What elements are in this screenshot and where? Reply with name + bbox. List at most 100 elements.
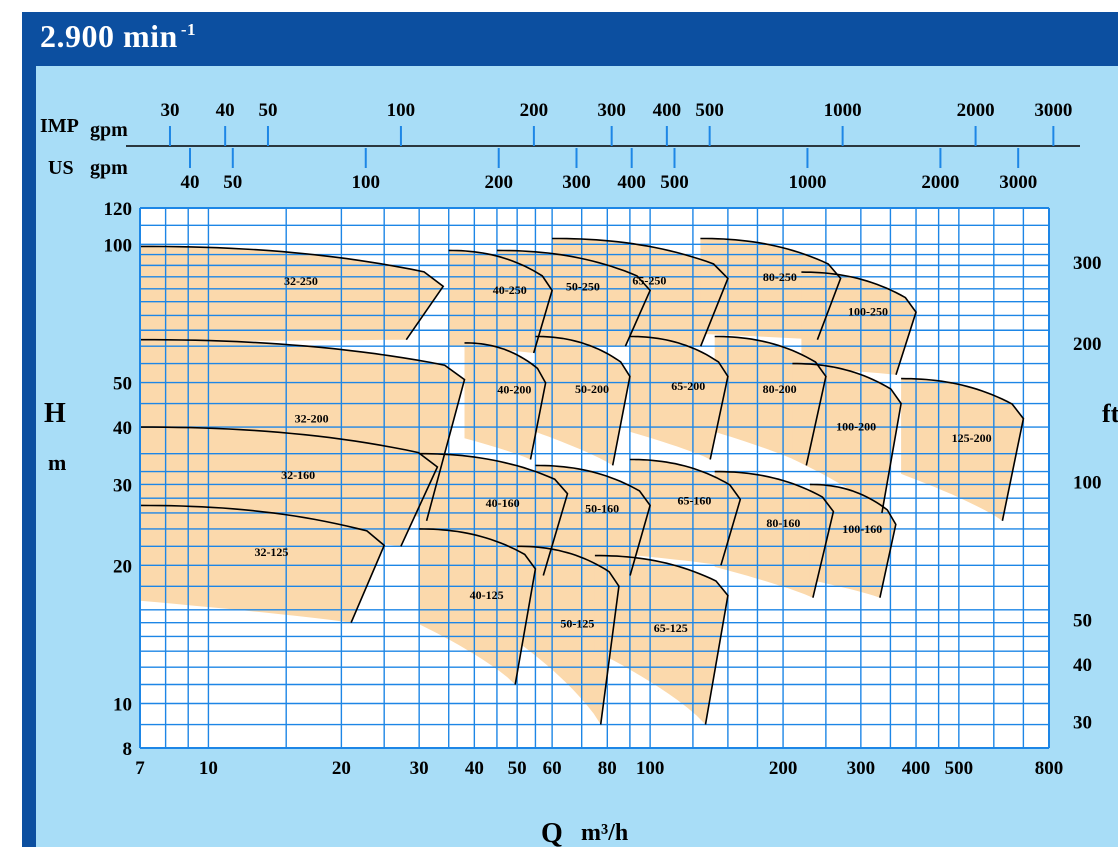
imp-tick-label: 400 — [653, 100, 682, 121]
x-tick-label: 7 — [135, 758, 145, 779]
speed-title: 2.900 min -1 — [40, 18, 196, 55]
axes-layer: 7 10 20 30 40 50 60 80 100 200 300 400 500 800 8 10 20 30… — [104, 100, 1102, 779]
region-outline-50-250 — [496, 249, 652, 347]
y-axis-label: H — [44, 398, 66, 429]
region-outline-40-250 — [448, 249, 553, 354]
region-fill-100-250 — [801, 272, 916, 375]
axis-text-layer: H m ft Q m³/h IMP gpm US gpm — [40, 115, 1118, 847]
region-fill-65-200 — [629, 336, 728, 460]
region-label: 32-200 — [295, 411, 329, 425]
us-tick-label: 300 — [562, 172, 591, 193]
region-outline-80-250 — [700, 237, 842, 340]
ft-tick-label: 200 — [1073, 334, 1102, 355]
x-tick-label: 80 — [598, 758, 617, 779]
region-outline-80-160 — [714, 470, 835, 598]
region-fill-50-125 — [517, 546, 619, 725]
region-label: 40-250 — [493, 283, 527, 297]
ft-tick-label: 300 — [1073, 253, 1102, 274]
imp-tick-label: 200 — [520, 100, 549, 121]
imp-tick-label: 100 — [387, 100, 416, 121]
region-fill-80-160 — [714, 471, 834, 598]
us-tick-label: 400 — [617, 172, 646, 193]
region-outline-65-200 — [629, 335, 729, 460]
imp-tick-label: 300 — [597, 100, 626, 121]
y-tick-label: 20 — [113, 556, 132, 577]
region-outline-100-160 — [809, 483, 897, 598]
x-tick-label: 400 — [902, 758, 931, 779]
chart-panel: 7 10 20 30 40 50 60 80 100 200 300 400 500 800 8 10 20 30… — [36, 66, 1118, 847]
region-outline-50-160 — [535, 464, 651, 576]
x-tick-label: 200 — [769, 758, 798, 779]
region-label: 65-160 — [677, 494, 711, 508]
us-axis-label: US — [48, 157, 74, 179]
ft-tick-label: 50 — [1073, 610, 1092, 631]
us-axis-unit: gpm — [90, 157, 128, 179]
imp-axis-unit: gpm — [90, 119, 128, 141]
region-outline-40-200 — [464, 342, 547, 460]
imp-tick-label: 1000 — [824, 100, 862, 121]
region-outline-50-125 — [517, 545, 620, 725]
region-label: 80-200 — [763, 382, 797, 396]
region-label: 40-200 — [497, 382, 531, 396]
speed-exponent: -1 — [180, 20, 197, 40]
region-label: 100-160 — [842, 522, 882, 536]
x-axis-unit: m³/h — [581, 820, 628, 846]
imp-axis-label: IMP — [40, 115, 79, 137]
us-tick-label: 40 — [180, 172, 199, 193]
region-label: 125-200 — [952, 431, 992, 445]
us-tick-label: 2000 — [921, 172, 959, 193]
region-outline-65-250 — [552, 237, 729, 347]
x-tick-label: 40 — [465, 758, 484, 779]
region-fill-50-200 — [535, 336, 630, 466]
region-outline-32-250 — [140, 245, 445, 341]
us-tick-label: 200 — [484, 172, 513, 193]
y-tick-label: 30 — [113, 475, 132, 496]
region-outline-50-200 — [535, 335, 631, 466]
region-label: 32-250 — [284, 274, 318, 288]
region-outline-125-200 — [901, 377, 1025, 521]
imp-tick-label: 50 — [258, 100, 277, 121]
x-tick-label: 500 — [945, 758, 974, 779]
region-label: 100-250 — [848, 305, 888, 319]
right-axis-label: ft — [1102, 399, 1118, 428]
region-label: 65-200 — [671, 379, 705, 393]
pump-performance-chart: 7 10 20 30 40 50 60 80 100 200 300 400 500 800 8 10 20 30… — [40, 100, 1118, 847]
imp-tick-label: 500 — [695, 100, 724, 121]
imp-tick-label: 2000 — [957, 100, 995, 121]
ft-tick-label: 40 — [1073, 655, 1092, 676]
region-fill-125-200 — [901, 378, 1024, 521]
x-tick-label: 60 — [543, 758, 562, 779]
region-outline-65-160 — [629, 458, 742, 566]
x-axis-label: Q — [541, 818, 563, 847]
us-tick-label: 500 — [660, 172, 689, 193]
region-outline-65-125 — [594, 554, 729, 725]
region-label: 65-125 — [654, 621, 688, 635]
x-tick-label: 20 — [332, 758, 351, 779]
region-fill-32-200 — [140, 339, 465, 521]
region-outline-32-160 — [140, 426, 439, 547]
ft-tick-label: 100 — [1073, 472, 1102, 493]
region-outline-40-125 — [419, 528, 537, 685]
y-tick-label: 40 — [113, 418, 132, 439]
region-fill-100-200 — [792, 363, 902, 513]
region-label: 80-160 — [766, 516, 800, 530]
region-label: 40-160 — [486, 496, 520, 510]
region-label: 100-200 — [836, 419, 876, 433]
imp-tick-label: 40 — [216, 100, 235, 121]
us-tick-label: 100 — [352, 172, 381, 193]
y-tick-label: 50 — [113, 374, 132, 395]
region-label: 50-250 — [566, 280, 600, 294]
y-tick-label: 8 — [123, 739, 133, 760]
region-label: 40-125 — [470, 588, 504, 602]
y-tick-label: 100 — [104, 235, 133, 256]
us-tick-label: 1000 — [788, 172, 826, 193]
y-axis-unit: m — [48, 450, 66, 475]
region-outlines-layer — [139, 237, 1025, 725]
x-tick-label: 800 — [1035, 758, 1064, 779]
y-tick-label: 10 — [113, 695, 132, 716]
region-outline-32-125 — [139, 504, 386, 624]
region-label: 32-125 — [254, 545, 288, 559]
us-tick-label: 50 — [223, 172, 242, 193]
us-tick-label: 3000 — [999, 172, 1037, 193]
region-label: 50-200 — [575, 382, 609, 396]
